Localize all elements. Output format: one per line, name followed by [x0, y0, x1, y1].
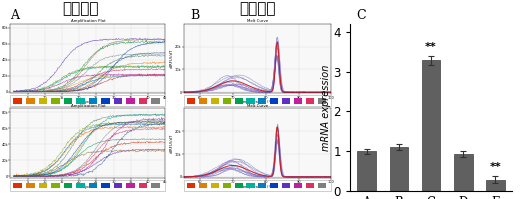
- Bar: [389, 147, 408, 191]
- Y-axis label: d(RFU)/dT: d(RFU)/dT: [170, 134, 174, 153]
- Bar: [357, 151, 376, 191]
- Bar: [38, 98, 47, 104]
- Bar: [76, 183, 85, 188]
- Bar: [282, 183, 290, 188]
- Bar: [282, 98, 290, 104]
- Bar: [235, 98, 243, 104]
- Bar: [246, 98, 254, 104]
- Bar: [199, 183, 207, 188]
- Bar: [139, 98, 147, 104]
- X-axis label: Cycle: Cycle: [83, 185, 93, 189]
- Text: B: B: [190, 9, 199, 22]
- Bar: [26, 183, 34, 188]
- Bar: [306, 183, 314, 188]
- Bar: [235, 183, 243, 188]
- Bar: [51, 98, 60, 104]
- Text: A: A: [10, 9, 19, 22]
- Bar: [101, 183, 110, 188]
- Bar: [199, 98, 207, 104]
- Bar: [454, 154, 473, 191]
- Title: Amplification Plot: Amplification Plot: [71, 20, 105, 23]
- Bar: [26, 98, 34, 104]
- Bar: [187, 98, 195, 104]
- Bar: [114, 98, 122, 104]
- Bar: [258, 183, 266, 188]
- Y-axis label: d(RFU)/dT: d(RFU)/dT: [170, 49, 174, 68]
- Bar: [211, 98, 219, 104]
- Bar: [422, 60, 440, 191]
- Bar: [126, 98, 135, 104]
- Bar: [76, 98, 85, 104]
- Text: **: **: [425, 42, 437, 52]
- Title: Melt Curve: Melt Curve: [247, 20, 268, 23]
- Bar: [63, 98, 72, 104]
- Bar: [88, 98, 97, 104]
- Bar: [223, 98, 231, 104]
- Bar: [486, 180, 505, 191]
- Bar: [14, 98, 22, 104]
- Bar: [151, 98, 160, 104]
- Bar: [211, 183, 219, 188]
- Bar: [294, 98, 302, 104]
- Bar: [101, 98, 110, 104]
- Bar: [14, 183, 22, 188]
- Bar: [88, 183, 97, 188]
- Text: C: C: [356, 9, 366, 22]
- X-axis label: Temperature (°C): Temperature (°C): [241, 185, 275, 189]
- X-axis label: Temperature (°C): Temperature (°C): [241, 100, 275, 104]
- Bar: [223, 183, 231, 188]
- Title: Amplification Plot: Amplification Plot: [71, 104, 105, 108]
- Bar: [306, 98, 314, 104]
- Bar: [51, 183, 60, 188]
- Bar: [139, 183, 147, 188]
- Bar: [258, 98, 266, 104]
- Bar: [126, 183, 135, 188]
- Text: 溶解曲线: 溶解曲线: [239, 1, 276, 16]
- Bar: [270, 98, 278, 104]
- Bar: [294, 183, 302, 188]
- Bar: [318, 98, 326, 104]
- Title: Melt Curve: Melt Curve: [247, 104, 268, 108]
- Bar: [187, 183, 195, 188]
- Bar: [38, 183, 47, 188]
- Text: 扩增曲线: 扩增曲线: [62, 1, 99, 16]
- Bar: [114, 183, 122, 188]
- Bar: [63, 183, 72, 188]
- Bar: [246, 183, 254, 188]
- Bar: [270, 183, 278, 188]
- Bar: [318, 183, 326, 188]
- Y-axis label: mRNA expression: mRNA expression: [321, 64, 331, 151]
- Text: **: **: [490, 162, 501, 172]
- Bar: [151, 183, 160, 188]
- X-axis label: Cycle: Cycle: [83, 100, 93, 104]
